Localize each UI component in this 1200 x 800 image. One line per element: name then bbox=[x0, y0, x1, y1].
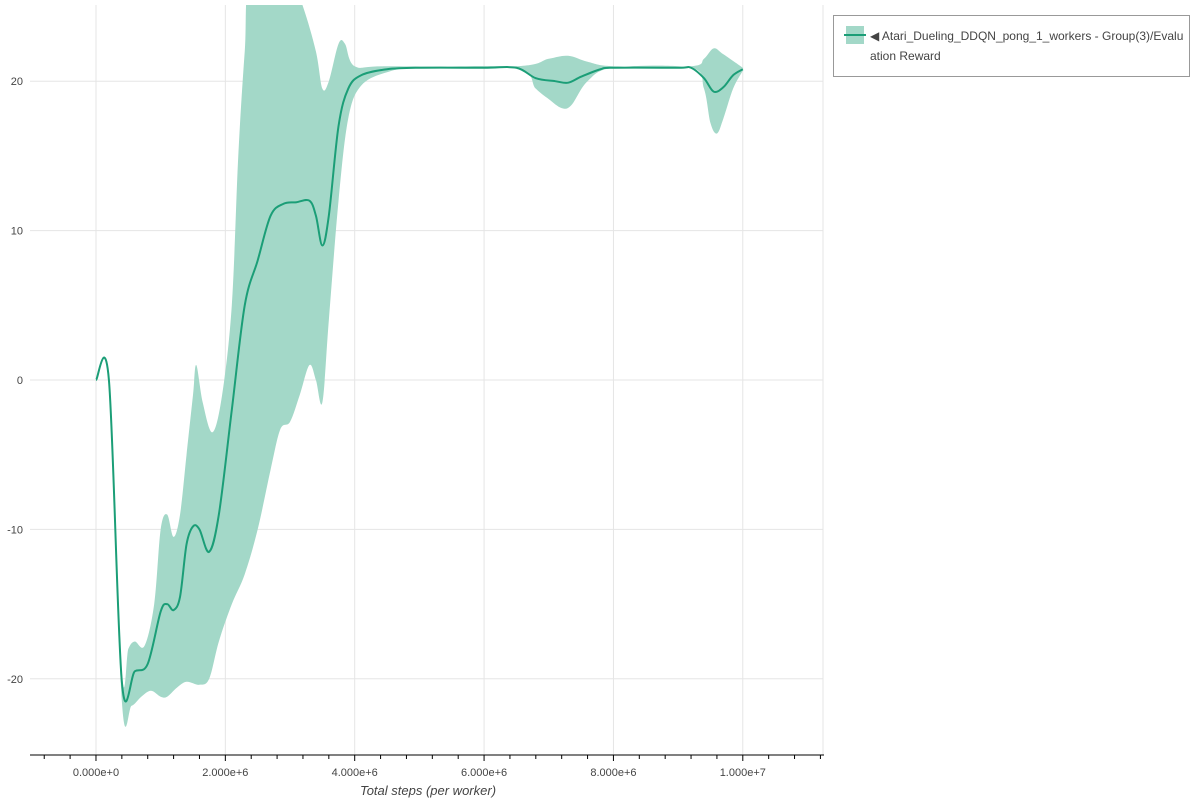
x-tick-label: 8.000e+6 bbox=[590, 767, 636, 779]
x-tick-label: 1.000e+7 bbox=[720, 767, 766, 779]
y-tick-label: 10 bbox=[11, 226, 23, 238]
x-tick-label: 0.000e+0 bbox=[73, 767, 119, 779]
y-tick-label: 0 bbox=[17, 375, 23, 387]
x-tick-label: 6.000e+6 bbox=[461, 767, 507, 779]
axes: 0.000e+0 2.000e+6 4.000e+6 6.000e+6 8.000e+6… bbox=[7, 76, 824, 779]
y-tick-label: -20 bbox=[7, 674, 23, 686]
legend-swatch-icon bbox=[844, 26, 866, 44]
x-tick-label: 2.000e+6 bbox=[202, 767, 248, 779]
reward-confidence-band bbox=[95, 5, 743, 727]
x-axis-label: Total steps (per worker) bbox=[360, 783, 496, 798]
x-tick-label: 4.000e+6 bbox=[332, 767, 378, 779]
grid bbox=[30, 5, 824, 755]
legend-label: ◀ Atari_Dueling_DDQN_pong_1_workers - Gr… bbox=[870, 29, 1184, 63]
y-tick-label: -10 bbox=[7, 524, 23, 536]
reward-mean-line bbox=[94, 65, 744, 703]
y-tick-label: 20 bbox=[11, 76, 23, 88]
legend[interactable]: ◀ Atari_Dueling_DDQN_pong_1_workers - Gr… bbox=[833, 15, 1190, 77]
